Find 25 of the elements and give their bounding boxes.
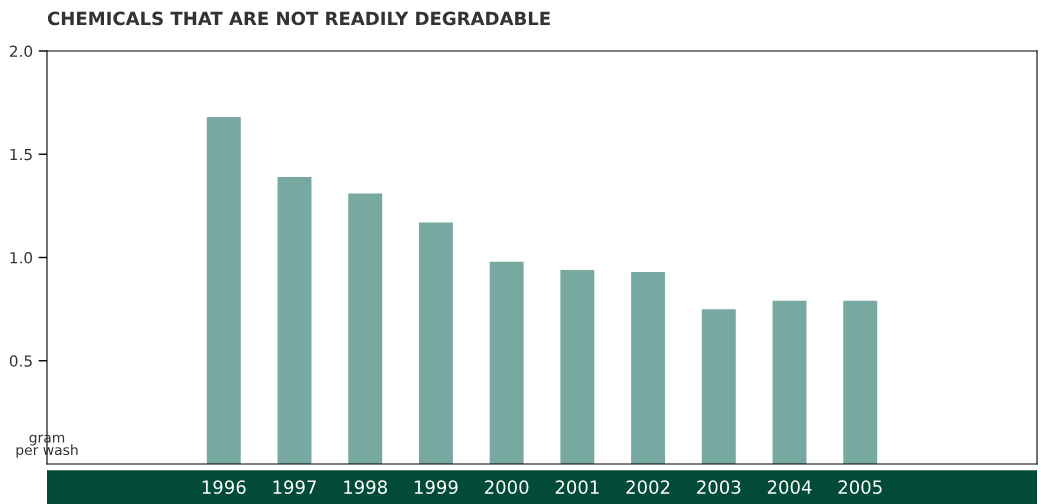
x-tick-label: 2005 bbox=[838, 480, 882, 494]
y-tick-label: 2.0 bbox=[9, 45, 33, 58]
bar bbox=[843, 300, 878, 464]
x-tick-label: 2004 bbox=[767, 480, 812, 494]
x-tick-label: 1996 bbox=[202, 480, 246, 494]
x-tick-label: 1997 bbox=[273, 480, 316, 494]
x-tick-label: 1998 bbox=[344, 480, 387, 494]
x-tick-label: 2003 bbox=[697, 480, 741, 494]
bar bbox=[489, 261, 524, 464]
bar bbox=[277, 176, 312, 464]
bar bbox=[631, 271, 666, 464]
y-tick-label: 1.0 bbox=[10, 251, 33, 264]
x-tick-label: 2000 bbox=[484, 480, 529, 494]
bar bbox=[348, 193, 383, 464]
bar bbox=[772, 300, 807, 464]
x-tick-label: 1999 bbox=[414, 480, 458, 494]
x-tick-label: 2001 bbox=[555, 480, 599, 494]
bar bbox=[701, 309, 736, 464]
bar bbox=[418, 222, 453, 464]
chart-title: CHEMICALS THAT ARE NOT READILY DEGRADABLE bbox=[47, 11, 550, 26]
y-tick-label: 1.5 bbox=[10, 148, 32, 161]
y-tick-label: 0.5 bbox=[9, 355, 32, 367]
bar bbox=[560, 269, 595, 464]
x-tick-label: 2002 bbox=[626, 480, 670, 494]
bar bbox=[206, 117, 241, 464]
